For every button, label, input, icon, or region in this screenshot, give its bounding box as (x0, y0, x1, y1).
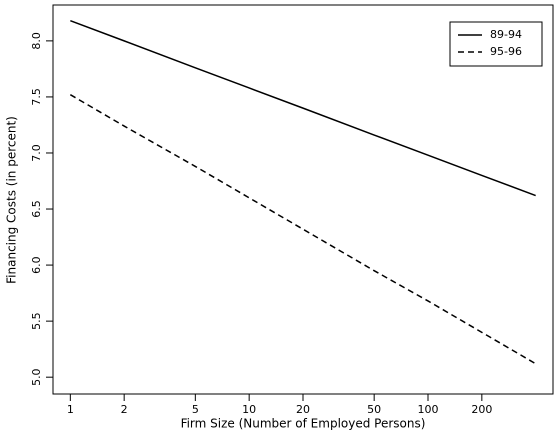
y-tick-label: 7.5 (30, 88, 43, 106)
legend-box (449, 21, 543, 67)
y-tick-label: 8.0 (30, 32, 43, 50)
x-tick-label: 200 (471, 403, 492, 416)
series-line (69, 94, 537, 365)
x-tick-label: 1 (67, 403, 74, 416)
y-tick-label: 6.0 (30, 256, 43, 274)
y-tick-label: 5.0 (30, 368, 43, 386)
x-tick-label: 50 (367, 403, 381, 416)
x-tick-label: 100 (418, 403, 439, 416)
y-tick-label: 6.5 (30, 200, 43, 218)
x-tick-label: 5 (192, 403, 199, 416)
y-axis-title: Financing Costs (in percent) (5, 116, 19, 284)
x-tick-label: 20 (296, 403, 310, 416)
y-tick-label: 5.5 (30, 312, 43, 330)
series-line (70, 19, 536, 197)
legend-label: 89-94 (490, 28, 522, 41)
x-tick-label: 2 (121, 403, 128, 416)
legend-label: 95-96 (490, 45, 522, 58)
y-tick-label: 7.0 (30, 144, 43, 162)
x-axis-title: Firm Size (Number of Employed Persons) (181, 417, 426, 431)
x-tick-label: 10 (242, 403, 256, 416)
